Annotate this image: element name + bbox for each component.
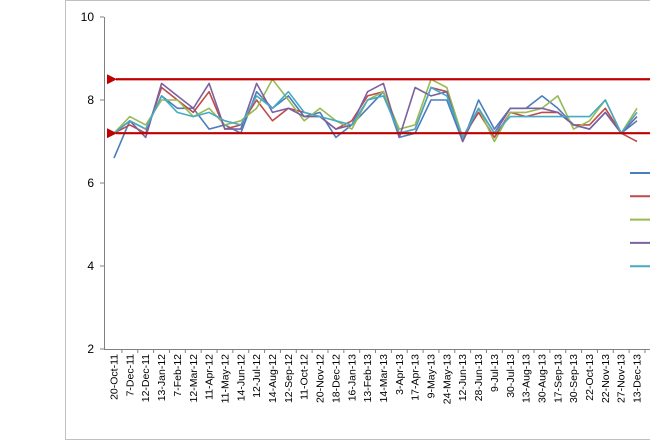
x-tick-label: 13-Feb-13	[362, 354, 374, 403]
y-tick-label: 2	[87, 342, 94, 356]
chart-frame	[65, 0, 650, 440]
x-tick-label: 7-Feb-12	[172, 354, 184, 397]
x-tick-label: 3-Apr-13	[394, 354, 406, 395]
x-tick-label: 14-Jun-12	[235, 354, 247, 401]
x-tick-label: 11-May-12	[219, 354, 231, 404]
x-tick-label: 11-Apr-12	[204, 354, 216, 400]
x-tick-label: 14-Aug-12	[267, 354, 279, 403]
x-tick-label: 13-Aug-13	[521, 354, 533, 403]
x-tick-label: 22-Oct-13	[584, 354, 596, 401]
y-tick-label: 4	[87, 259, 94, 273]
x-tick-label: 12-Sep-12	[283, 354, 295, 403]
x-tick-label: 16-Jan-13	[346, 354, 358, 401]
x-tick-label: 24-May-13	[441, 354, 453, 404]
x-tick-label: 11-Oct-12	[299, 354, 311, 400]
x-tick-label: 28-Jun-13	[473, 354, 485, 401]
x-tick-label: 20-Oct-11	[109, 354, 121, 400]
x-tick-label: 9-May-13	[426, 354, 438, 399]
x-tick-label: 30-Sep-13	[568, 354, 580, 403]
x-tick-label: 18-Dec-12	[330, 354, 342, 403]
x-tick-label: 12-Mar-12	[188, 354, 200, 403]
x-tick-label: 12-Jun-13	[457, 354, 469, 401]
x-tick-label: 17-Apr-13	[410, 354, 422, 401]
x-tick-label: 30-Aug-13	[536, 354, 548, 403]
x-tick-label: 27-Nov-13	[616, 354, 628, 403]
series-line-5	[113, 86, 638, 139]
x-tick-label: 7-Dec-11	[124, 354, 136, 397]
series-line-3	[113, 78, 638, 143]
x-tick-label: 13-Jan-12	[156, 354, 168, 401]
y-tick-label: 6	[87, 176, 94, 190]
x-tick-label: 22-Nov-13	[600, 354, 612, 403]
x-tick-label: 9-Jul-13	[489, 354, 501, 392]
series-line-4	[113, 82, 638, 143]
x-tick-label: 17-Sep-13	[552, 354, 564, 403]
y-tick-label: 10	[81, 10, 95, 24]
y-tick-label: 8	[87, 93, 94, 107]
x-tick-label: 20-Nov-12	[315, 354, 327, 403]
x-tick-label: 12-Jul-12	[251, 354, 263, 398]
series-line-2	[113, 86, 638, 143]
x-tick-label: 30-Jul-13	[505, 354, 517, 398]
x-tick-label: 14-Mar-13	[378, 354, 390, 403]
x-tick-label: 12-Dec-11	[140, 354, 152, 402]
x-tick-label: 13-Dec-13	[632, 354, 644, 403]
